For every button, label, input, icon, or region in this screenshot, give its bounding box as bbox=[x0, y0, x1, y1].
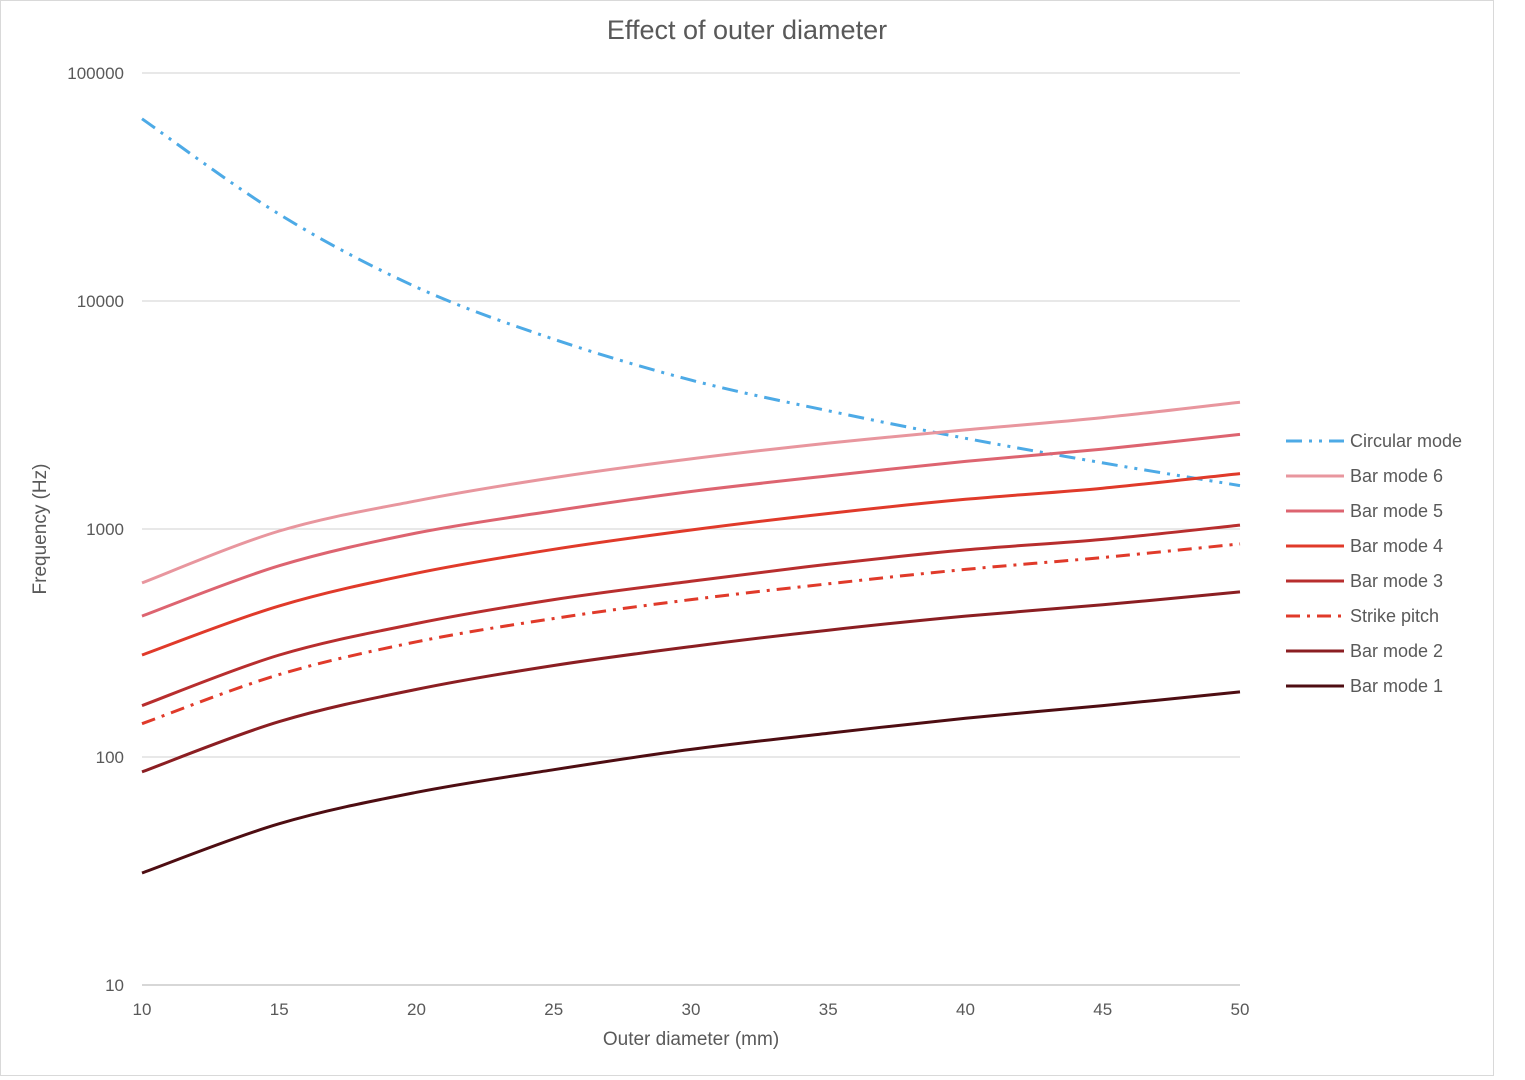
legend: Circular mode Bar mode 6 Bar mode 5 Bar mod… bbox=[1286, 431, 1462, 696]
x-tick-label: 25 bbox=[544, 1000, 563, 1019]
series-line-bar-mode-6 bbox=[141, 400, 1241, 585]
x-tick-label: 10 bbox=[133, 1000, 152, 1019]
x-tick-label: 40 bbox=[956, 1000, 975, 1019]
legend-label-circular-mode: Circular mode bbox=[1350, 431, 1462, 451]
legend-label-bar-mode-1: Bar mode 1 bbox=[1350, 676, 1443, 696]
y-axis-ticks: 10 100 1000 10000 100000 bbox=[67, 64, 124, 995]
chart-title: Effect of outer diameter bbox=[607, 15, 887, 45]
x-tick-label: 50 bbox=[1231, 1000, 1250, 1019]
y-axis-label: Frequency (Hz) bbox=[30, 464, 51, 595]
series-group bbox=[141, 117, 1241, 875]
series-line-bar-mode-4 bbox=[141, 472, 1241, 657]
legend-label-bar-mode-3: Bar mode 3 bbox=[1350, 571, 1443, 591]
x-tick-label: 35 bbox=[819, 1000, 838, 1019]
series-line-bar-mode-1 bbox=[141, 690, 1241, 875]
series-line-bar-mode-2 bbox=[141, 590, 1241, 774]
y-tick-label: 100000 bbox=[67, 64, 124, 83]
x-tick-label: 15 bbox=[270, 1000, 289, 1019]
x-tick-label: 20 bbox=[407, 1000, 426, 1019]
x-axis-ticks: 10 15 20 25 30 35 40 45 50 bbox=[133, 1000, 1250, 1019]
chart-frame bbox=[0, 0, 1494, 1076]
grid bbox=[142, 72, 1240, 758]
x-axis-label: Outer diameter (mm) bbox=[603, 1029, 779, 1050]
series-line-circular-mode bbox=[141, 117, 1241, 488]
x-tick-label: 30 bbox=[682, 1000, 701, 1019]
legend-label-bar-mode-5: Bar mode 5 bbox=[1350, 501, 1443, 521]
y-tick-label: 1000 bbox=[86, 520, 124, 539]
series-line-strike-pitch bbox=[141, 542, 1241, 726]
y-tick-label: 100 bbox=[96, 748, 124, 767]
x-tick-label: 45 bbox=[1093, 1000, 1112, 1019]
legend-label-bar-mode-2: Bar mode 2 bbox=[1350, 641, 1443, 661]
series-line-bar-mode-5 bbox=[141, 432, 1241, 618]
legend-label-strike-pitch: Strike pitch bbox=[1350, 606, 1439, 626]
legend-label-bar-mode-4: Bar mode 4 bbox=[1350, 536, 1443, 556]
series-line-bar-mode-3 bbox=[141, 523, 1241, 708]
legend-label-bar-mode-6: Bar mode 6 bbox=[1350, 466, 1443, 486]
y-tick-label: 10 bbox=[105, 976, 124, 995]
y-tick-label: 10000 bbox=[77, 292, 124, 311]
